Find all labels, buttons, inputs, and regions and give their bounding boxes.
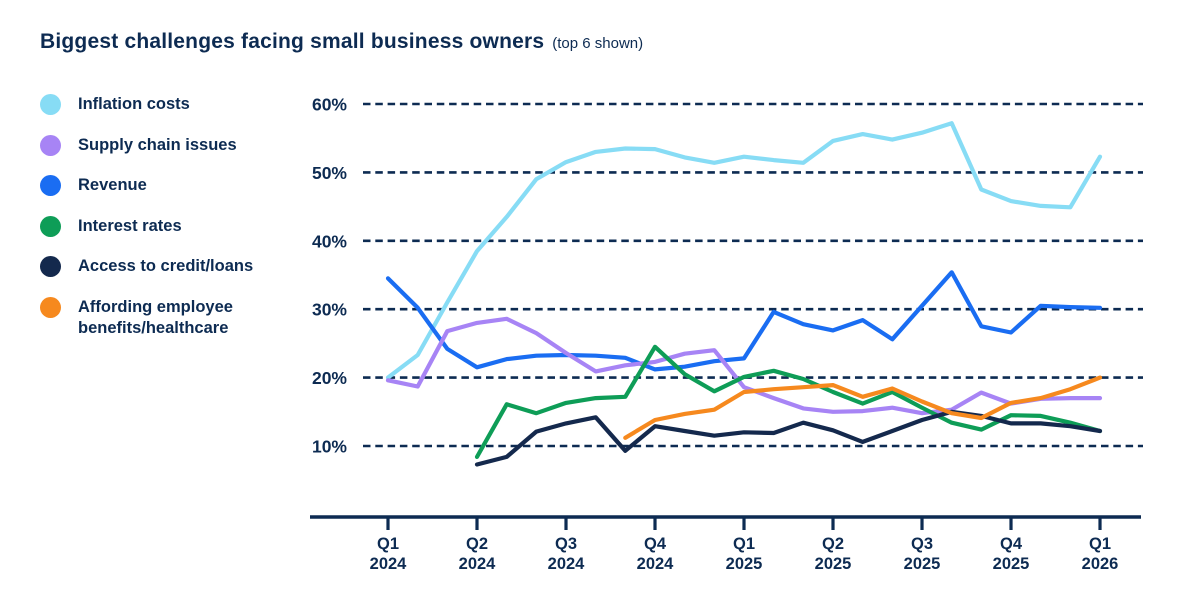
x-tick-label-year: 2025 (904, 555, 941, 573)
legend-label: Access to credit/loans (78, 257, 254, 275)
x-tick-label-quarter: Q1 (377, 535, 399, 553)
y-tick-label-40: 40% (312, 231, 347, 251)
legend-swatch-icon (40, 94, 61, 115)
x-tick-label-year: 2024 (637, 555, 675, 573)
legend-label: Affording employee benefits/healthcare (78, 297, 233, 338)
series-line-inflation-costs (385, 121, 1103, 380)
legend-swatch-icon (40, 296, 61, 318)
legend-swatch-icon (40, 175, 61, 196)
x-tick-label-quarter: Q4 (1000, 535, 1023, 553)
y-tick-label-30: 30% (312, 300, 347, 320)
x-tick-label-year: 2025 (815, 555, 852, 573)
y-tick-label-20: 20% (312, 368, 347, 388)
legend-label: Inflation costs (78, 95, 190, 113)
legend-item-4: Access to credit/loans (40, 256, 310, 278)
x-tick-label-year: 2024 (548, 555, 586, 573)
legend-item-5: Affording employee benefits/healthcare (40, 296, 310, 340)
series-line-access-to-credit-loans (474, 409, 1103, 467)
legend-item-1: Supply chain issues (40, 134, 310, 157)
legend-label: Revenue (78, 176, 147, 194)
legend-item-2: Revenue (40, 175, 310, 197)
series-line-supply-chain-issues (385, 316, 1103, 416)
x-tick-label-quarter: Q1 (733, 535, 755, 553)
page-title: Biggest challenges facing small business… (40, 30, 545, 53)
y-tick-label-10: 10% (312, 437, 347, 457)
chart-legend: Inflation costs Supply chain issues Revenu… (40, 94, 310, 359)
legend-label: Interest rates (78, 216, 182, 235)
x-tick-label-quarter: Q2 (822, 535, 844, 553)
x-tick-label-year: 2026 (1082, 555, 1119, 573)
x-tick-label-quarter: Q1 (1089, 535, 1111, 553)
y-tick-label-60: 60% (312, 95, 347, 115)
series-line-interest-rates (474, 344, 1103, 459)
x-tick-label-quarter: Q2 (466, 535, 488, 553)
page-subtitle: (top 6 shown) (552, 35, 644, 52)
legend-swatch-icon (40, 215, 61, 237)
x-tick-label-quarter: Q3 (555, 535, 577, 553)
x-tick-label-quarter: Q3 (911, 535, 933, 553)
x-tick-label-year: 2024 (459, 555, 497, 573)
chart-header: Biggest challenges facing small business… (40, 30, 643, 54)
x-tick-label-year: 2025 (993, 555, 1030, 573)
x-tick-label-year: 2025 (726, 555, 763, 573)
legend-swatch-icon (40, 256, 61, 277)
legend-swatch-icon (40, 134, 61, 156)
series-line-revenue (385, 270, 1103, 372)
x-tick-label-quarter: Q4 (644, 535, 667, 553)
legend-item-0: Inflation costs (40, 94, 310, 116)
legend-item-3: Interest rates (40, 215, 310, 238)
legend-label: Supply chain issues (78, 135, 237, 154)
x-tick-label-year: 2024 (370, 555, 408, 573)
series-line-affording-employee-benefits-healthcare (623, 375, 1103, 440)
y-tick-label-50: 50% (312, 163, 347, 183)
